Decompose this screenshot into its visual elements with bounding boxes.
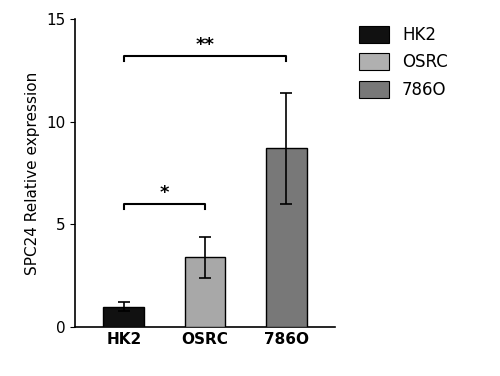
Text: *: * (160, 184, 169, 202)
Y-axis label: SPC24 Relative expression: SPC24 Relative expression (26, 71, 40, 274)
Legend: HK2, OSRC, 786O: HK2, OSRC, 786O (354, 21, 453, 104)
Text: **: ** (196, 36, 214, 54)
Bar (104, 306, 144, 327)
Bar (266, 148, 306, 327)
Bar (184, 257, 226, 327)
